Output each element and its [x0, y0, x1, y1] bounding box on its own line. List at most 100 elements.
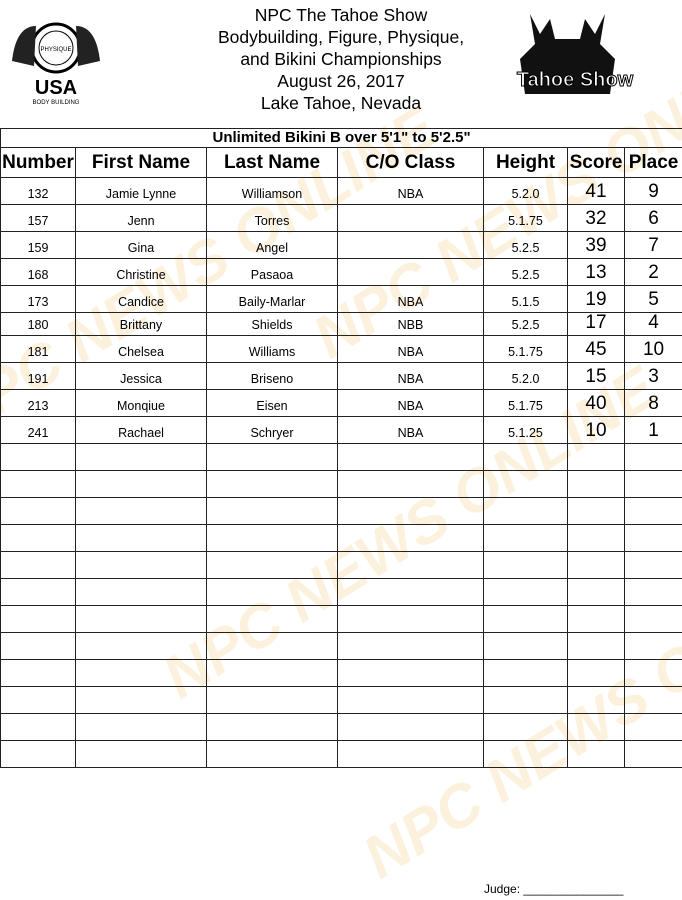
table-cell: 181	[0, 335, 76, 363]
table-cell: Torres	[206, 204, 338, 232]
empty-cell	[483, 713, 568, 741]
empty-cell	[567, 524, 625, 552]
table-cell: 5.2.5	[483, 231, 568, 259]
table-cell: Monqiue	[75, 389, 207, 417]
table-cell: 5	[623, 285, 682, 313]
empty-cell	[483, 524, 568, 552]
table-cell: NBA	[337, 177, 484, 205]
table-cell: 5.1.5	[483, 285, 568, 313]
table-cell: Candice	[75, 285, 207, 313]
empty-cell	[623, 470, 682, 498]
empty-cell	[206, 470, 338, 498]
empty-cell	[623, 686, 682, 714]
svg-text:USA: USA	[35, 77, 77, 99]
table-cell: 5.2.5	[483, 258, 568, 286]
table-cell: 5.2.0	[483, 362, 568, 390]
table-cell: Briseno	[206, 362, 338, 390]
empty-row	[0, 659, 682, 687]
empty-cell	[567, 497, 625, 525]
empty-row	[0, 524, 682, 552]
empty-row	[0, 551, 682, 579]
empty-cell	[337, 443, 484, 471]
empty-cell	[75, 470, 207, 498]
table-cell: 13	[567, 258, 625, 286]
table-cell: Christine	[75, 258, 207, 286]
empty-cell	[337, 740, 484, 768]
table-cell: Schryer	[206, 416, 338, 444]
table-cell: 19	[567, 285, 625, 313]
table-cell: 168	[0, 258, 76, 286]
empty-cell	[623, 740, 682, 768]
column-header: Score	[567, 147, 625, 178]
table-cell	[337, 231, 484, 259]
empty-cell	[567, 632, 625, 660]
column-header: Last Name	[206, 147, 338, 178]
table-cell: 10	[567, 416, 625, 444]
table-cell: 8	[623, 389, 682, 417]
empty-cell	[483, 443, 568, 471]
empty-cell	[206, 632, 338, 660]
table-cell: Chelsea	[75, 335, 207, 363]
empty-cell	[75, 686, 207, 714]
table-cell: 32	[567, 204, 625, 232]
empty-cell	[567, 740, 625, 768]
empty-cell	[337, 659, 484, 687]
table-cell: 5.1.75	[483, 389, 568, 417]
empty-cell	[483, 470, 568, 498]
empty-cell	[0, 632, 76, 660]
column-header: Place	[623, 147, 682, 178]
empty-cell	[483, 578, 568, 606]
judge-signature-line: Judge: _______________	[484, 882, 624, 896]
empty-cell	[206, 524, 338, 552]
table-cell: NBB	[337, 312, 484, 336]
svg-text:PHYSIQUE: PHYSIQUE	[40, 47, 71, 53]
empty-cell	[206, 578, 338, 606]
empty-cell	[0, 686, 76, 714]
table-cell: NBA	[337, 389, 484, 417]
empty-cell	[75, 551, 207, 579]
table-cell: Rachael	[75, 416, 207, 444]
table-cell: 15	[567, 362, 625, 390]
table-cell: 6	[623, 204, 682, 232]
tahoe-show-logo: Tahoe Show	[516, 14, 634, 94]
empty-cell	[567, 659, 625, 687]
column-header: First Name	[75, 147, 207, 178]
table-cell: 132	[0, 177, 76, 205]
table-cell	[337, 204, 484, 232]
table-cell: 241	[0, 416, 76, 444]
empty-cell	[623, 713, 682, 741]
empty-cell	[0, 659, 76, 687]
empty-cell	[337, 470, 484, 498]
empty-cell	[567, 551, 625, 579]
table-cell: 157	[0, 204, 76, 232]
svg-text:Tahoe Show: Tahoe Show	[517, 69, 634, 91]
empty-cell	[0, 470, 76, 498]
empty-row	[0, 578, 682, 606]
table-cell: 1	[623, 416, 682, 444]
empty-cell	[75, 605, 207, 633]
empty-cell	[337, 713, 484, 741]
empty-cell	[0, 551, 76, 579]
empty-row	[0, 632, 682, 660]
empty-cell	[483, 551, 568, 579]
empty-cell	[567, 686, 625, 714]
empty-cell	[337, 632, 484, 660]
empty-cell	[206, 497, 338, 525]
empty-cell	[483, 605, 568, 633]
event-title: NPC The Tahoe Show	[254, 5, 428, 25]
table-row: 159 Gina Angel 5.2.5 39 7	[0, 231, 682, 259]
table-cell: 159	[0, 231, 76, 259]
empty-cell	[0, 740, 76, 768]
empty-cell	[75, 713, 207, 741]
empty-cell	[75, 524, 207, 552]
table-cell: 9	[623, 177, 682, 205]
empty-row	[0, 470, 682, 498]
table-cell: 45	[567, 335, 625, 363]
empty-cell	[623, 578, 682, 606]
table-cell: Jenn	[75, 204, 207, 232]
table-cell: Jamie Lynne	[75, 177, 207, 205]
table-cell: 10	[623, 335, 682, 363]
table-cell: 3	[623, 362, 682, 390]
empty-cell	[483, 497, 568, 525]
